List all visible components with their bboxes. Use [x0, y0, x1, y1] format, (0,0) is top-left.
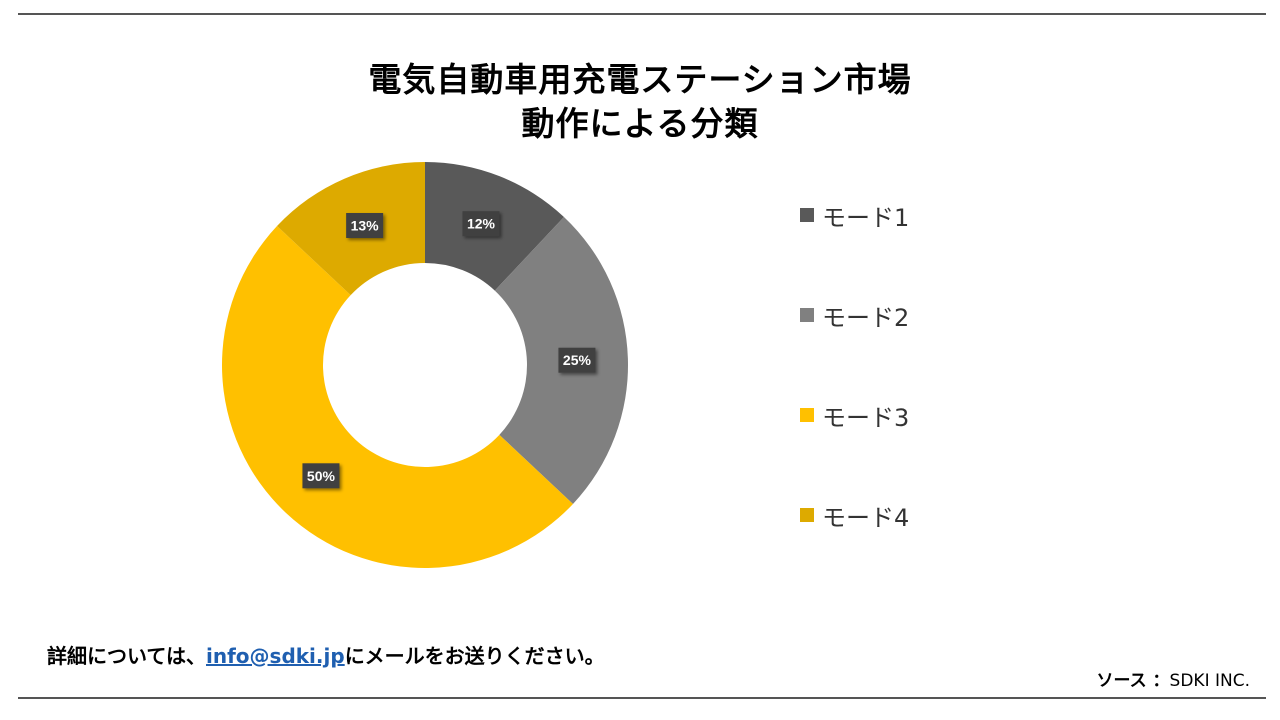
slice-label-text-1: 12%	[467, 216, 496, 232]
chart-title: 電気自動車用充電ステーション市場 動作による分類	[0, 58, 1280, 146]
chart-legend: モード1 モード2 モード3 モード4	[800, 200, 1020, 540]
chart-title-line1: 電気自動車用充電ステーション市場	[368, 60, 912, 99]
legend-label-4: モード4	[822, 503, 910, 532]
source-label: ソース ：	[1096, 671, 1170, 691]
legend-label-3: モード3	[822, 403, 910, 432]
contact-email-link[interactable]: info@sdki.jp	[206, 644, 345, 668]
legend-label-2: モード2	[822, 303, 910, 332]
legend-item-2: モード2	[800, 300, 910, 332]
legend-item-1: モード1	[800, 200, 910, 232]
slice-label-text-4: 13%	[351, 218, 380, 234]
legend-swatch-3	[800, 408, 814, 422]
contact-note-suffix: にメールをお送りください。	[344, 644, 605, 668]
contact-note: 詳細については、info@sdki.jpにメールをお送りください。	[47, 640, 605, 669]
slice-label-1: 12%	[462, 211, 500, 237]
slice-label-text-3: 50%	[307, 468, 336, 484]
legend-item-4: モード4	[800, 500, 910, 532]
slice-label-2: 25%	[558, 347, 596, 373]
slice-label-text-2: 25%	[563, 352, 592, 368]
bottom-divider	[18, 697, 1266, 699]
chart-title-line2: 動作による分類	[521, 104, 759, 143]
top-divider	[18, 13, 1266, 15]
legend-swatch-4	[800, 508, 814, 522]
legend-label-1: モード1	[822, 203, 910, 232]
legend-item-3: モード3	[800, 400, 910, 432]
contact-note-prefix: 詳細については、	[47, 644, 206, 668]
source-credit: ソース ：SDKI INC.	[1096, 666, 1250, 691]
source-value: SDKI INC.	[1169, 671, 1250, 691]
legend-swatch-1	[800, 208, 814, 222]
legend-swatch-2	[800, 308, 814, 322]
slice-label-3: 50%	[302, 463, 340, 489]
slice-label-4: 13%	[346, 213, 384, 239]
